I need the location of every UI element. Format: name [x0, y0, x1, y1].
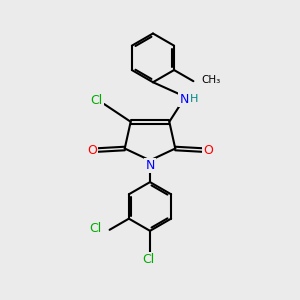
Text: N: N	[179, 93, 189, 106]
Text: CH₃: CH₃	[202, 75, 221, 85]
Text: O: O	[87, 143, 97, 157]
Text: Cl: Cl	[90, 94, 103, 107]
Text: Cl: Cl	[89, 222, 101, 235]
Text: N: N	[145, 159, 155, 172]
Text: Cl: Cl	[142, 253, 154, 266]
Text: O: O	[203, 143, 213, 157]
Text: H: H	[190, 94, 198, 104]
